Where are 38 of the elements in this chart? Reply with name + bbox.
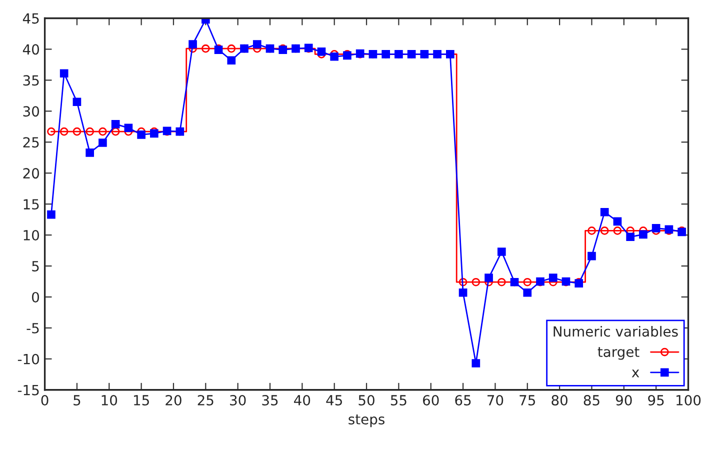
legend-label: target: [598, 347, 640, 360]
x-tick-label: 85: [584, 394, 600, 406]
x-tick-label: 20: [166, 394, 182, 406]
x-tick-label: 25: [198, 394, 214, 406]
y-tick-label: 10: [24, 230, 40, 241]
y-tick-label: 25: [23, 137, 39, 148]
x-tick-label: 65: [455, 394, 471, 406]
y-tick-label: 5: [32, 261, 39, 272]
x-tick-label: 80: [552, 394, 568, 406]
x-tick-label: 55: [390, 395, 406, 406]
y-tick-label: 30: [23, 106, 40, 117]
x-tick-label: 60: [423, 394, 439, 406]
y-tick-label: -10: [18, 354, 40, 364]
x-tick-label: 90: [616, 394, 632, 406]
y-tick-label: 20: [23, 168, 40, 179]
x-tick-label: 95: [648, 394, 664, 406]
x-tick-label: 15: [134, 395, 149, 406]
x-tick-label: 50: [358, 394, 374, 406]
x-tick-label: 5: [74, 395, 80, 406]
y-tick-label: 45: [22, 13, 39, 24]
x-tick-label: 10: [102, 394, 118, 406]
x-tick-label: 35: [262, 394, 278, 406]
y-tick-label: -15: [18, 385, 39, 396]
legend-label: x: [632, 370, 640, 378]
x-tick-label: 100: [676, 394, 701, 406]
y-tick-label: 15: [24, 199, 39, 210]
x-tick-label: 70: [488, 394, 504, 406]
x-tick-label: 30: [230, 394, 246, 406]
y-tick-label: 35: [23, 75, 39, 86]
x-tick-label: 0: [41, 394, 48, 406]
x-tick-label: 45: [326, 395, 342, 406]
legend-title: Numeric variables: [554, 326, 678, 337]
y-tick-label: 40: [22, 44, 40, 55]
x-tick-label: 40: [294, 394, 310, 406]
y-tick-label: -5: [26, 323, 39, 334]
x-tick-label: 75: [520, 395, 536, 406]
y-tick-label: 0: [32, 292, 40, 302]
x-axis-title: steps: [348, 414, 384, 428]
